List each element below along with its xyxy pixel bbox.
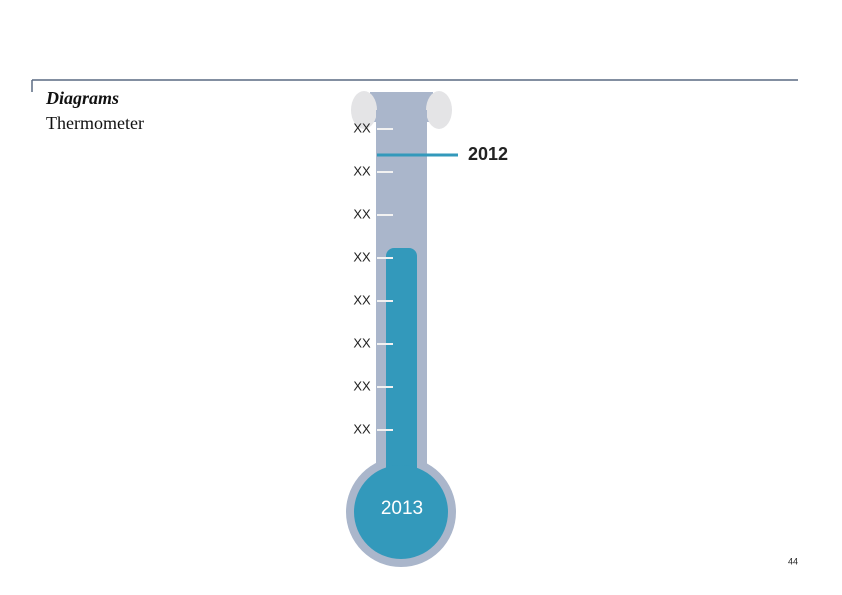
- bulb-label: 2013: [381, 498, 423, 519]
- scale-label: XX: [353, 163, 371, 178]
- bulb-inner: [354, 465, 448, 559]
- tube-cap-right: [426, 91, 452, 129]
- scale-label: XX: [353, 249, 371, 264]
- page-number: 44: [788, 556, 798, 566]
- marker-label: 2012: [468, 144, 508, 164]
- tube-cap-left: [351, 91, 377, 129]
- scale-label: XX: [353, 378, 371, 393]
- subtitle: Thermometer: [46, 113, 144, 133]
- scale-label: XX: [353, 335, 371, 350]
- title: Diagrams: [45, 88, 119, 108]
- scale-label: XX: [353, 421, 371, 436]
- thermometer: 2013: [346, 91, 456, 567]
- mercury: [386, 248, 417, 488]
- scale-label: XX: [353, 206, 371, 221]
- scale-label: XX: [353, 292, 371, 307]
- scale: XX XX XX XX XX XX XX XX: [353, 120, 393, 436]
- scale-label: XX: [353, 120, 371, 135]
